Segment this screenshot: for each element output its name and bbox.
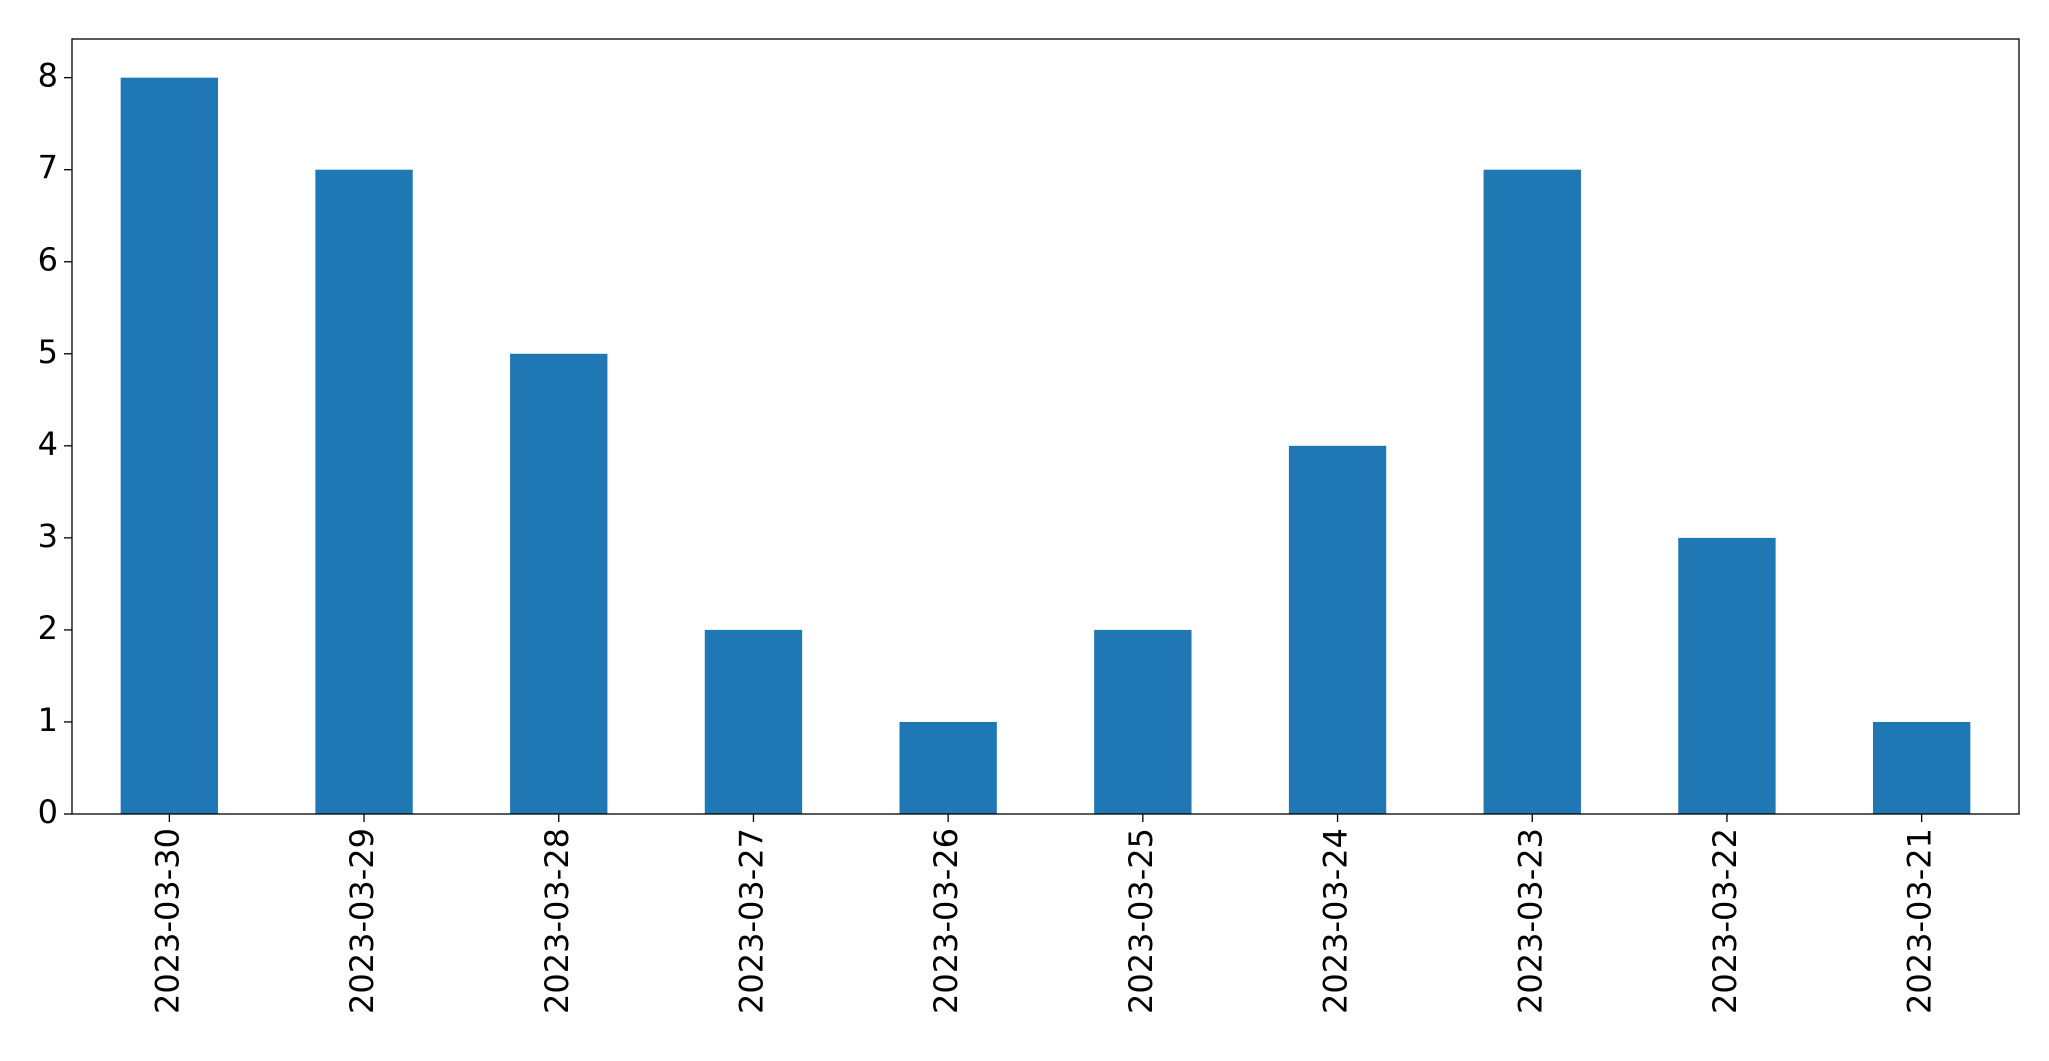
bar <box>899 721 997 814</box>
x-tick-label: 2023-03-30 <box>148 828 186 1014</box>
bar <box>120 77 219 814</box>
x-tick-label: 2023-03-29 <box>343 828 381 1014</box>
x-tick-label: 2023-03-22 <box>1706 828 1744 1014</box>
y-tick-label: 4 <box>38 425 58 463</box>
x-tick-label: 2023-03-26 <box>927 828 965 1014</box>
y-tick-label: 6 <box>38 241 58 279</box>
x-tick-label: 2023-03-25 <box>1122 828 1160 1014</box>
bar <box>1288 445 1387 814</box>
y-tick-label: 8 <box>38 57 58 95</box>
y-tick-label: 0 <box>38 793 58 831</box>
y-tick-label: 3 <box>38 517 58 555</box>
y-tick-label: 7 <box>38 149 58 187</box>
y-tick-label: 1 <box>38 701 58 739</box>
bar <box>1094 629 1192 814</box>
bar <box>1483 169 1581 815</box>
x-tick-label: 2023-03-23 <box>1511 828 1549 1014</box>
plot-frame <box>71 38 2020 815</box>
bar <box>1678 537 1776 814</box>
x-tick-label: 2023-03-27 <box>732 828 770 1014</box>
bar <box>510 353 608 814</box>
bar <box>704 629 803 814</box>
x-tick-label: 2023-03-21 <box>1901 828 1939 1014</box>
bar <box>315 169 413 815</box>
y-tick-label: 2 <box>38 609 58 647</box>
x-tick-label: 2023-03-24 <box>1317 828 1355 1014</box>
y-tick-label: 5 <box>38 333 58 371</box>
x-tick-label: 2023-03-28 <box>538 828 576 1014</box>
bar <box>1872 721 1971 814</box>
